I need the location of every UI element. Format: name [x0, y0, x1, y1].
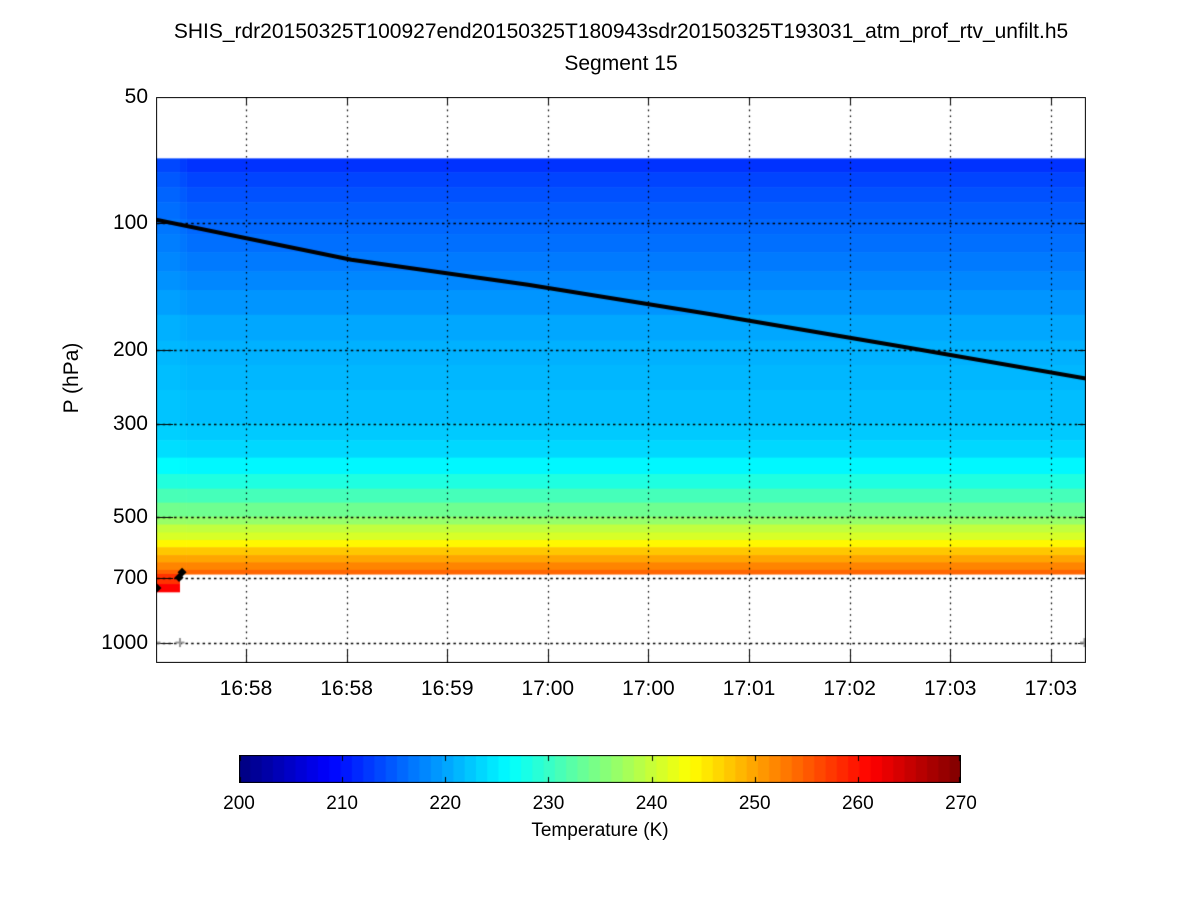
figure-subtitle: Segment 15 — [564, 52, 678, 75]
x-tick-label: 17:03 — [1024, 677, 1078, 700]
x-tick-label: 17:00 — [622, 677, 675, 700]
y-tick-label: 500 — [112, 505, 148, 529]
colorbar-canvas — [239, 755, 961, 783]
colorbar-tick-label: 270 — [945, 793, 977, 814]
y-tick-label: 100 — [112, 211, 148, 235]
colorbar-tick-label: 220 — [429, 793, 462, 814]
y-tick-label: 200 — [112, 337, 148, 361]
y-tick-label: 50 — [124, 85, 148, 108]
colorbar-tick-label: 260 — [841, 793, 874, 814]
y-tick-label: 300 — [112, 411, 148, 435]
heatmap-plot-canvas — [156, 97, 1086, 663]
colorbar-label: Temperature (K) — [531, 820, 669, 841]
x-tick-label: 16:59 — [420, 677, 474, 700]
x-tick-label: 17:00 — [521, 677, 575, 700]
colorbar-tick-label: 210 — [326, 793, 358, 814]
x-tick-label: 16:58 — [219, 677, 273, 700]
colorbar-tick-label: 230 — [532, 793, 565, 814]
colorbar-tick-label: 250 — [738, 793, 771, 814]
y-tick-label: 1000 — [101, 631, 148, 655]
x-tick-label: 17:01 — [722, 677, 776, 700]
x-tick-label: 17:02 — [823, 677, 876, 700]
colorbar-tick-label: 240 — [635, 793, 668, 814]
colorbar-tick-label: 200 — [223, 793, 255, 814]
figure-title: SHIS_rdr20150325T100927end20150325T18094… — [173, 20, 1069, 43]
x-tick-label: 16:58 — [320, 677, 373, 700]
y-tick-label: 700 — [112, 566, 148, 590]
x-tick-label: 17:03 — [923, 677, 977, 700]
